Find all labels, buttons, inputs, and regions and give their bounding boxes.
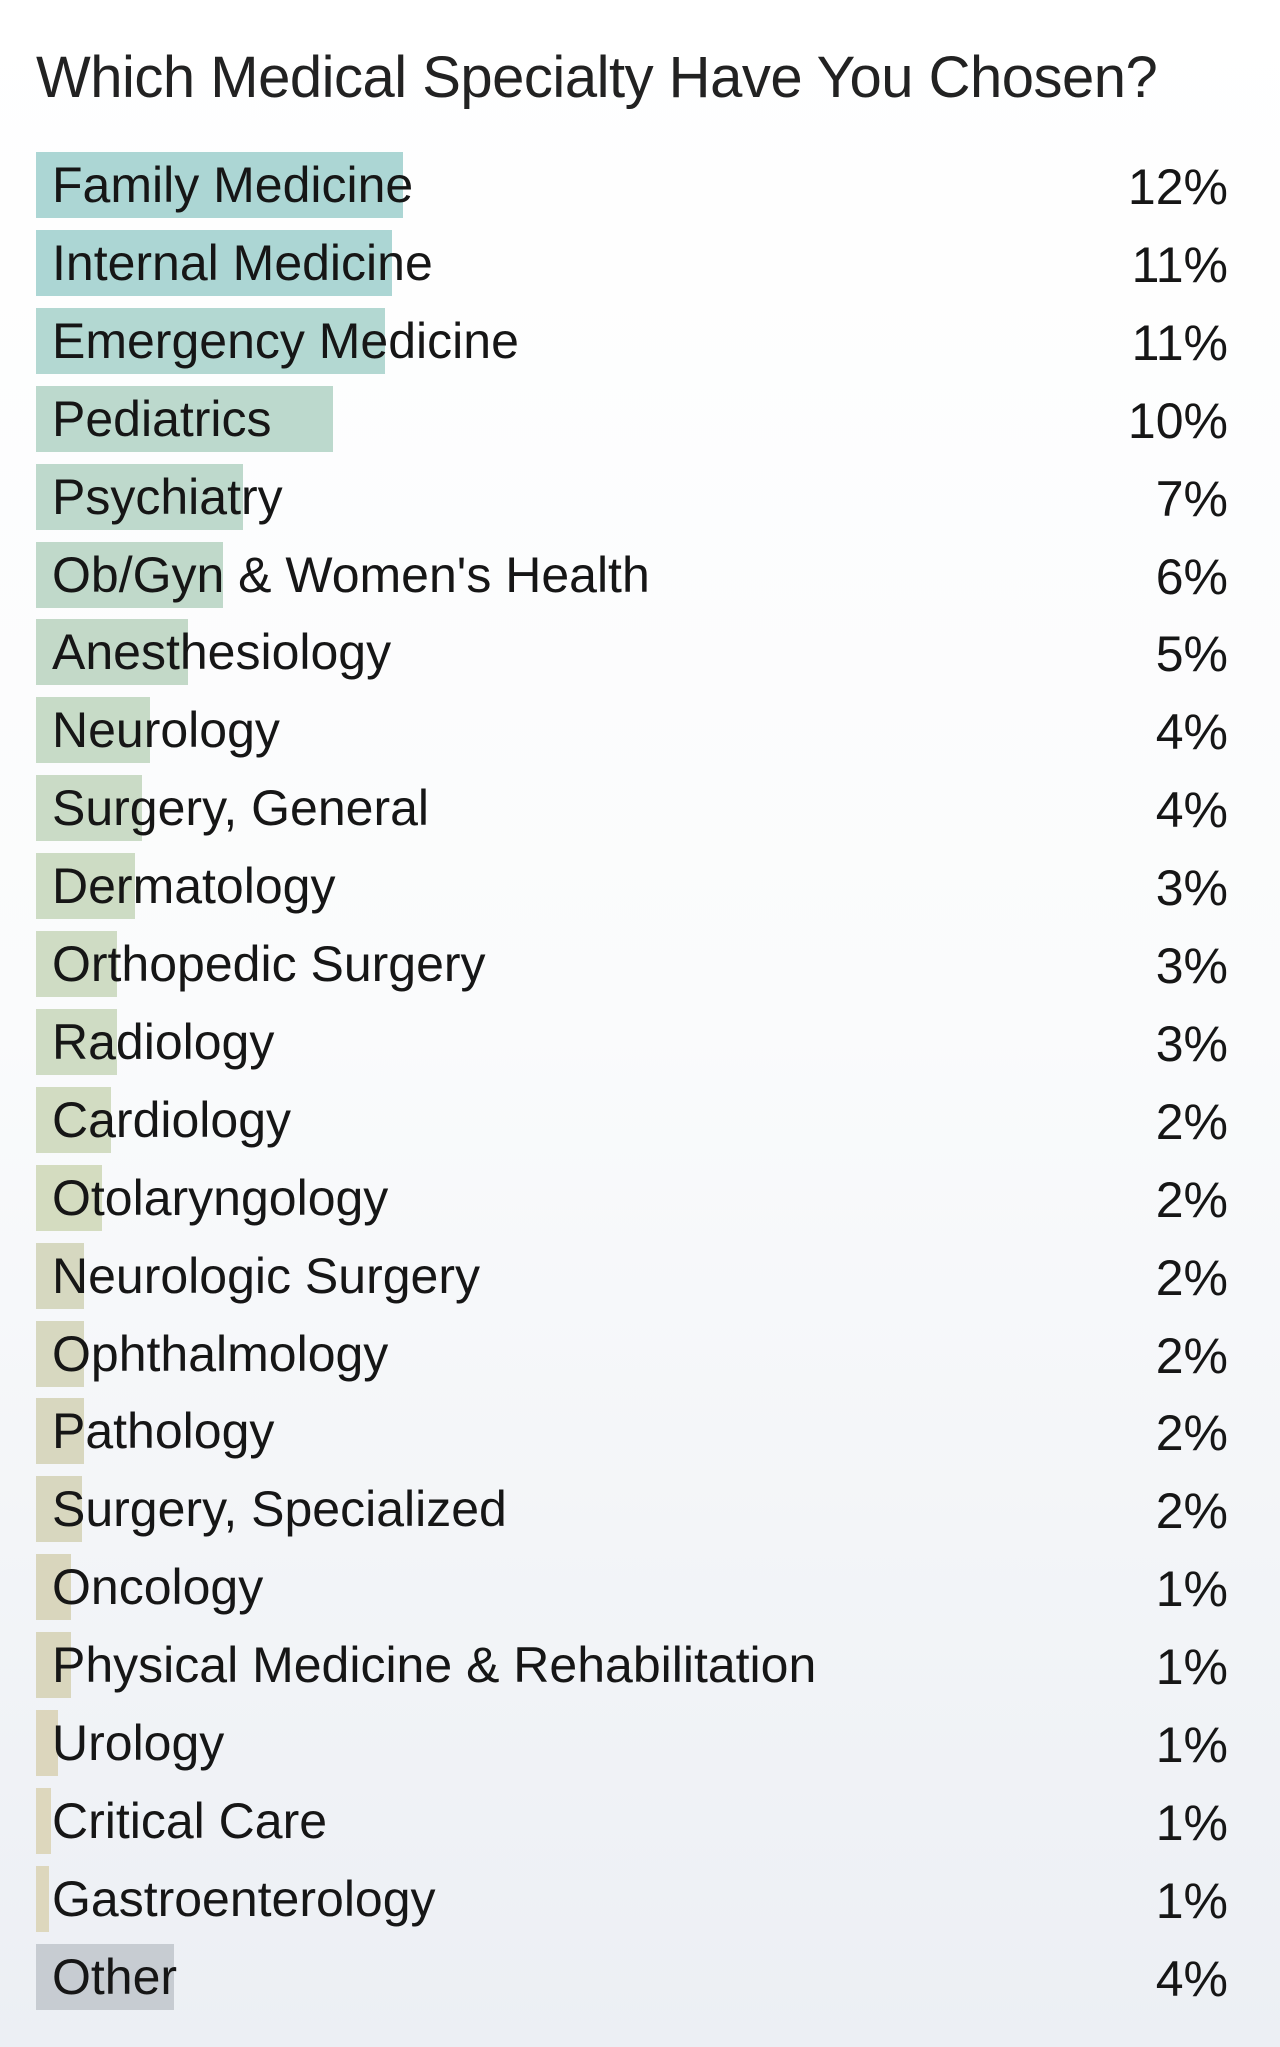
value-label: 11%	[1131, 315, 1228, 371]
category-label: Family Medicine	[52, 157, 414, 213]
bar	[36, 775, 142, 841]
bar	[36, 1788, 51, 1854]
value-label: 2%	[1155, 1328, 1228, 1384]
value-label: 4%	[1155, 704, 1228, 760]
value-label: 11%	[1131, 237, 1228, 293]
bar	[36, 464, 243, 530]
value-label: 1%	[1155, 1561, 1228, 1617]
category-label: Other	[52, 1949, 178, 2005]
category-label: Surgery, General	[52, 780, 430, 836]
value-label: 5%	[1155, 626, 1228, 682]
category-label: Anesthesiology	[52, 624, 392, 680]
bar	[36, 1009, 117, 1075]
category-label: Pathology	[52, 1403, 275, 1459]
bar-row: Other 4%	[0, 1944, 1280, 2010]
bar-row: Family Medicine 12%	[0, 152, 1280, 218]
value-label: 12%	[1127, 159, 1228, 215]
value-label: 1%	[1155, 1717, 1228, 1773]
value-label: 4%	[1155, 782, 1228, 838]
category-label: Cardiology	[52, 1092, 292, 1148]
value-label: 2%	[1155, 1250, 1228, 1306]
bar	[36, 152, 403, 218]
bar	[36, 542, 223, 608]
bar-row: Urology 1%	[0, 1710, 1280, 1776]
bar	[36, 853, 135, 919]
bar-row: Surgery, Specialized 2%	[0, 1476, 1280, 1542]
bar	[36, 1710, 58, 1776]
value-label: 3%	[1155, 938, 1228, 994]
category-label: Internal Medicine	[52, 235, 433, 291]
value-label: 1%	[1155, 1795, 1228, 1851]
category-label: Urology	[52, 1715, 225, 1771]
category-label: Gastroenterology	[52, 1871, 436, 1927]
bar-row: Neurologic Surgery 2%	[0, 1243, 1280, 1309]
bar	[36, 1866, 49, 1932]
bar-row: Pathology 2%	[0, 1398, 1280, 1464]
bar-row: Radiology 3%	[0, 1009, 1280, 1075]
bar	[36, 697, 150, 763]
bar-row: Otolaryngology 2%	[0, 1165, 1280, 1231]
category-label: Surgery, Specialized	[52, 1481, 507, 1537]
category-label: Ophthalmology	[52, 1326, 389, 1382]
category-label: Emergency Medicine	[52, 313, 519, 369]
value-label: 1%	[1155, 1639, 1228, 1695]
bar	[36, 1398, 84, 1464]
category-label: Orthopedic Surgery	[52, 936, 486, 992]
bar	[36, 386, 333, 452]
bar-row: Neurology 4%	[0, 697, 1280, 763]
bar	[36, 1944, 174, 2010]
bar	[36, 619, 188, 685]
bar-row: Physical Medicine & Rehabilitation 1%	[0, 1632, 1280, 1698]
value-label: 4%	[1155, 1951, 1228, 2007]
bar	[36, 1632, 71, 1698]
value-label: 2%	[1155, 1094, 1228, 1150]
bar-row: Oncology 1%	[0, 1554, 1280, 1620]
bar-row: Psychiatry 7%	[0, 464, 1280, 530]
value-label: 2%	[1155, 1405, 1228, 1461]
bar	[36, 1087, 111, 1153]
value-label: 2%	[1155, 1483, 1228, 1539]
bar	[36, 230, 392, 296]
bar	[36, 931, 117, 997]
category-label: Critical Care	[52, 1793, 328, 1849]
bar-row: Cardiology 2%	[0, 1087, 1280, 1153]
category-label: Neurologic Surgery	[52, 1248, 480, 1304]
bar-row: Emergency Medicine 11%	[0, 308, 1280, 374]
bar-row: Surgery, General 4%	[0, 775, 1280, 841]
bar	[36, 1165, 102, 1231]
category-label: Physical Medicine & Rehabilitation	[52, 1637, 817, 1693]
bar-row: Ophthalmology 2%	[0, 1321, 1280, 1387]
category-label: Radiology	[52, 1014, 275, 1070]
bar-row: Orthopedic Surgery 3%	[0, 931, 1280, 997]
bar-row: Dermatology 3%	[0, 853, 1280, 919]
bar-row: Internal Medicine 11%	[0, 230, 1280, 296]
category-label: Ob/Gyn & Women's Health	[52, 547, 650, 603]
value-label: 10%	[1127, 393, 1228, 449]
value-label: 3%	[1155, 860, 1228, 916]
value-label: 6%	[1155, 549, 1228, 605]
chart-title: Which Medical Specialty Have You Chosen?	[36, 45, 1158, 110]
bar	[36, 1321, 84, 1387]
value-label: 7%	[1155, 471, 1228, 527]
bar-row: Gastroenterology 1%	[0, 1866, 1280, 1932]
value-label: 1%	[1155, 1873, 1228, 1929]
category-label: Psychiatry	[52, 469, 283, 525]
category-label: Neurology	[52, 702, 280, 758]
category-label: Oncology	[52, 1559, 264, 1615]
value-label: 2%	[1155, 1172, 1228, 1228]
value-label: 3%	[1155, 1016, 1228, 1072]
category-label: Otolaryngology	[52, 1170, 389, 1226]
bar	[36, 308, 385, 374]
bar-row: Anesthesiology 5%	[0, 619, 1280, 685]
bar-row: Critical Care 1%	[0, 1788, 1280, 1854]
bar	[36, 1476, 82, 1542]
bar	[36, 1554, 71, 1620]
bar-row: Pediatrics 10%	[0, 386, 1280, 452]
category-label: Pediatrics	[52, 391, 272, 447]
category-label: Dermatology	[52, 858, 336, 914]
bar-row: Ob/Gyn & Women's Health 6%	[0, 542, 1280, 608]
bar	[36, 1243, 84, 1309]
